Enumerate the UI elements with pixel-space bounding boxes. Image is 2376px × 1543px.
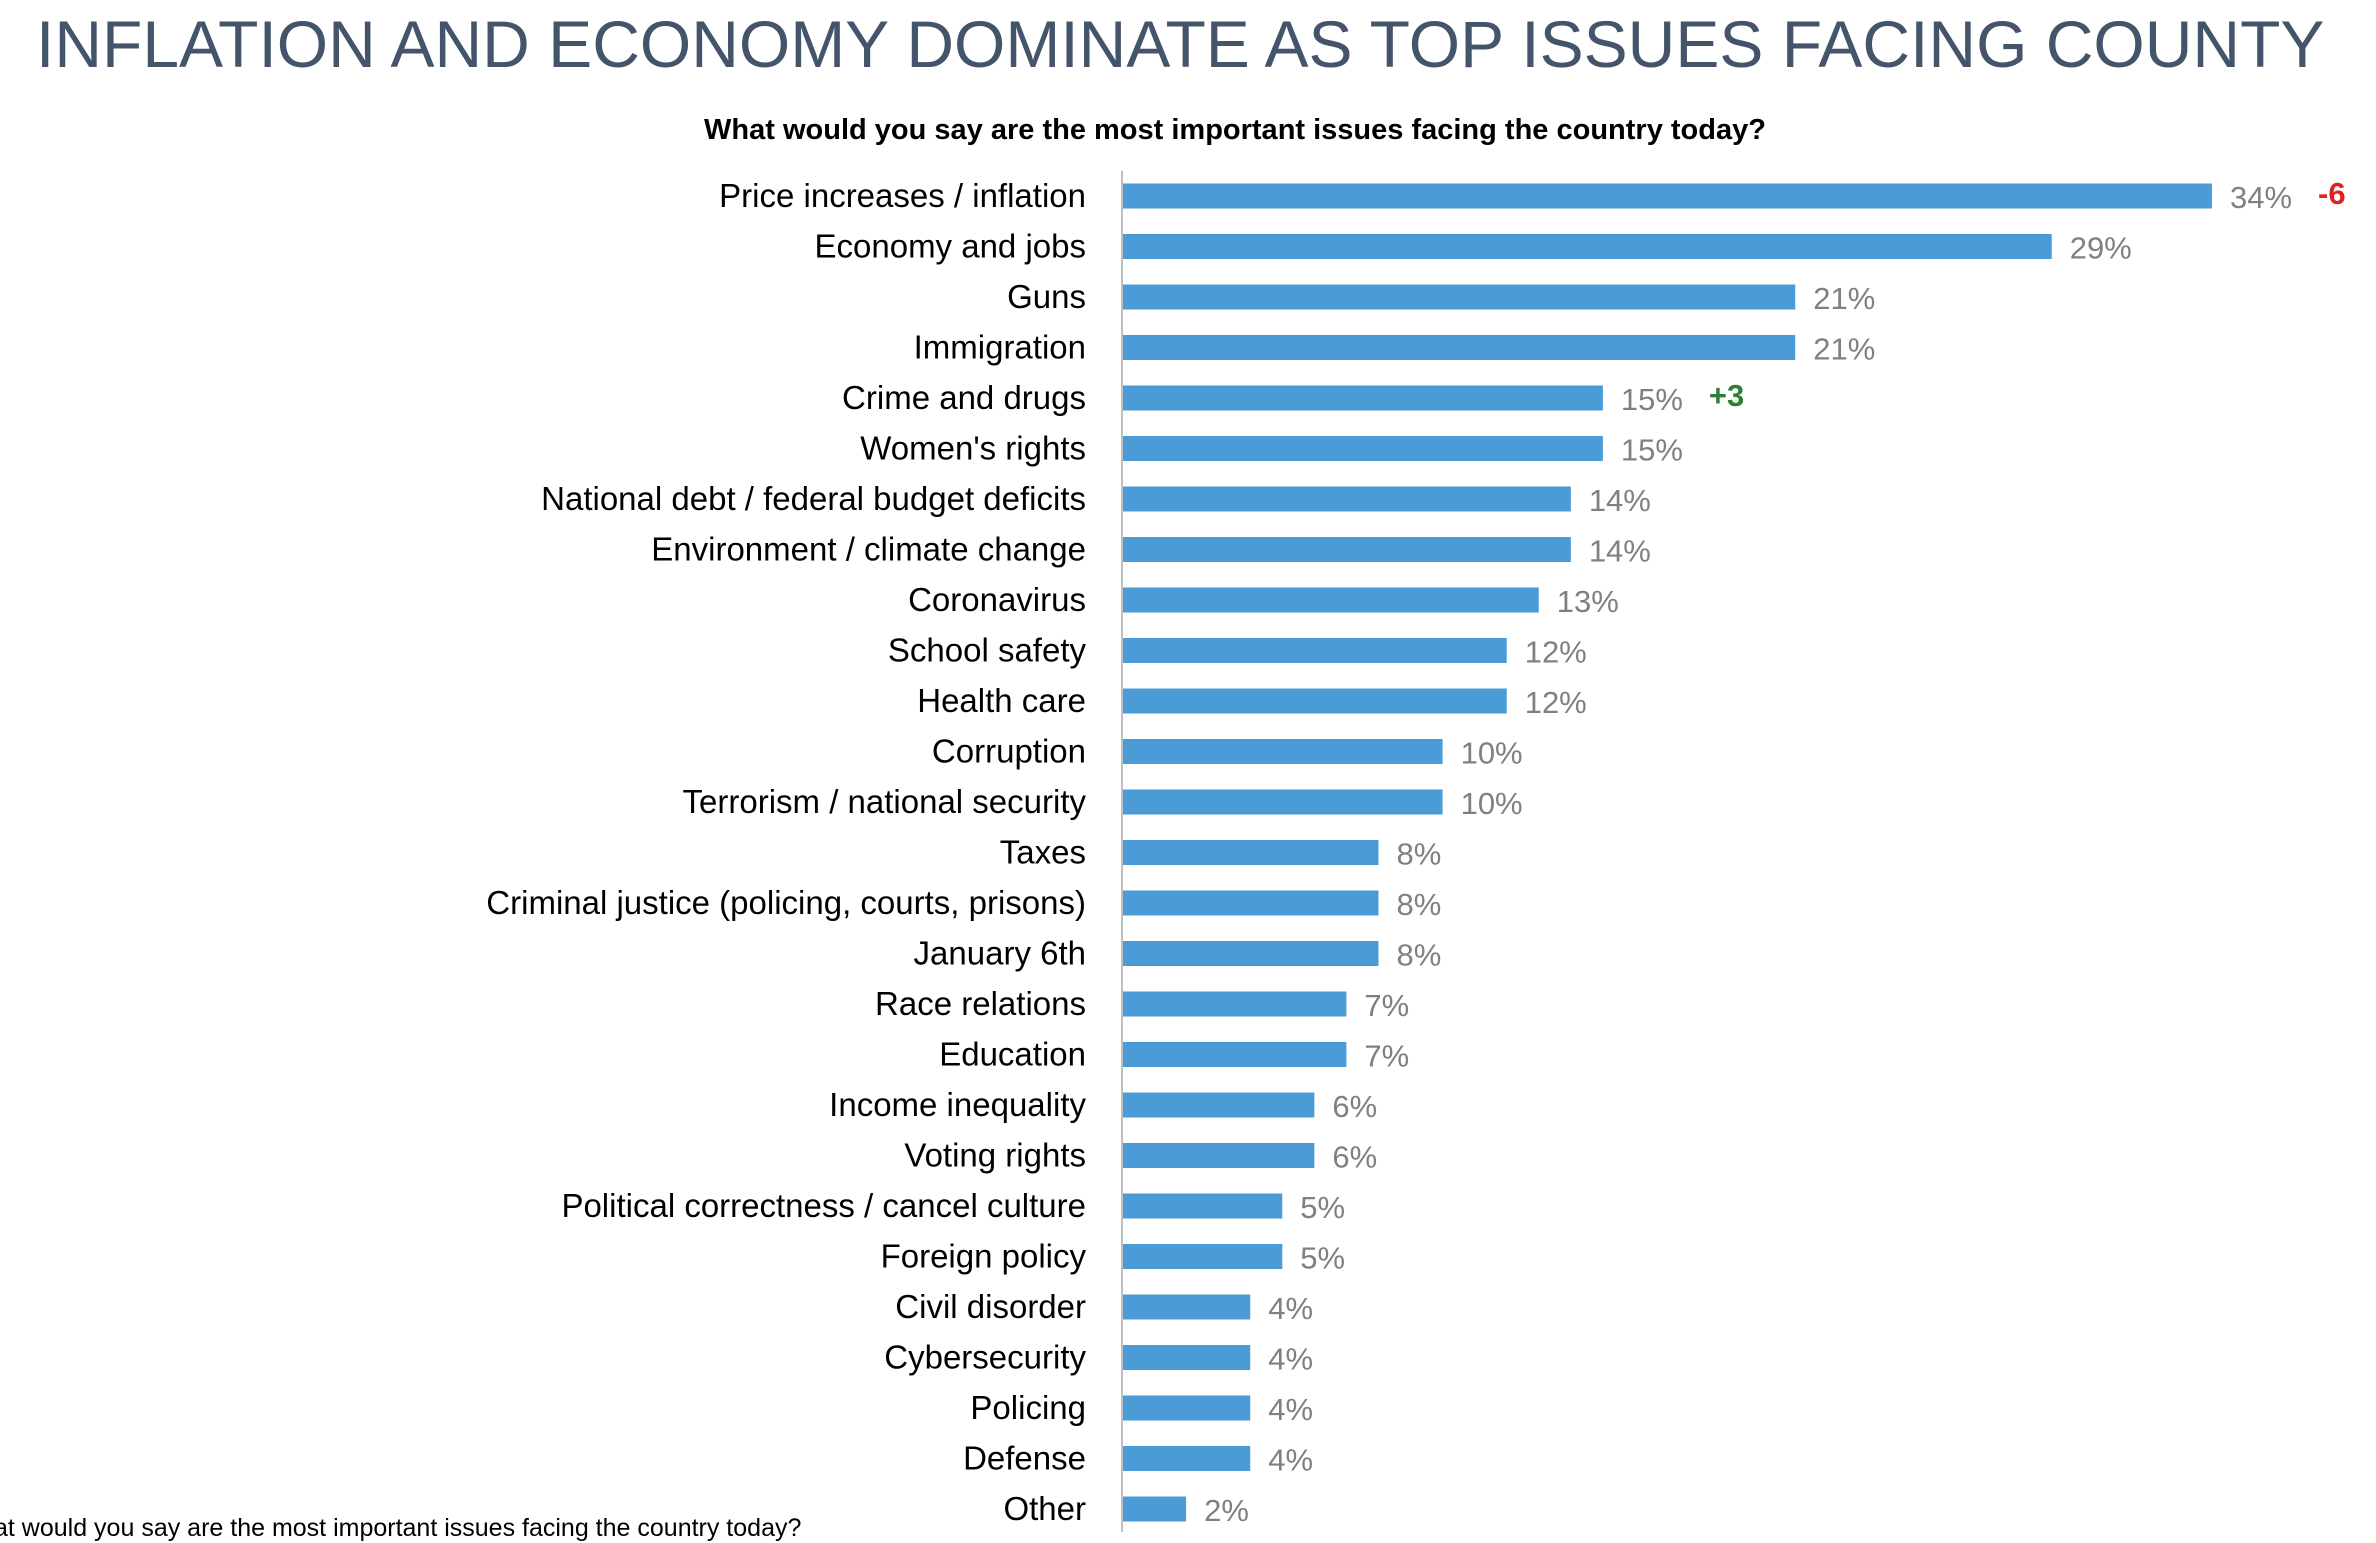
bars-layer: Price increases / inflation 34% -6 Economy …	[486, 176, 2345, 1528]
category-label-income-inequality: Income inequality	[829, 1086, 1086, 1123]
value-label-health-care: 12%	[1525, 685, 1587, 720]
bar-other	[1122, 1496, 1187, 1522]
category-label-environment-climate-change: Environment / climate change	[651, 531, 1086, 568]
category-label-education: Education	[939, 1036, 1086, 1073]
value-label-foreign-policy: 5%	[1300, 1241, 1345, 1276]
bar-policing	[1122, 1395, 1251, 1421]
bar-national-debt-federal-budget-deficits	[1122, 486, 1571, 512]
value-label-terrorism-national-security: 10%	[1461, 786, 1523, 821]
category-label-price-increases-inflation: Price increases / inflation	[719, 177, 1086, 214]
value-label-environment-climate-change: 14%	[1589, 534, 1651, 569]
change-label-crime-and-drugs: +3	[1709, 378, 1744, 413]
value-label-january-6th: 8%	[1396, 938, 1441, 973]
category-label-other: Other	[1003, 1490, 1086, 1527]
bar-women-s-rights	[1122, 436, 1603, 461]
category-label-health-care: Health care	[917, 682, 1086, 719]
value-label-defense: 4%	[1268, 1443, 1313, 1478]
page-title: INFLATION AND ECONOMY DOMINATE AS TOP IS…	[36, 7, 2325, 81]
value-label-civil-disorder: 4%	[1268, 1291, 1313, 1326]
category-label-foreign-policy: Foreign policy	[881, 1238, 1087, 1275]
value-label-national-debt-federal-budget-deficits: 14%	[1589, 483, 1651, 518]
category-label-immigration: Immigration	[914, 329, 1086, 366]
bar-cybersecurity	[1122, 1345, 1251, 1370]
value-label-price-increases-inflation: 34%	[2230, 180, 2292, 215]
bar-race-relations	[1122, 991, 1347, 1017]
bar-education	[1122, 1042, 1347, 1067]
value-label-voting-rights: 6%	[1332, 1140, 1377, 1175]
category-label-january-6th: January 6th	[914, 935, 1086, 972]
bar-immigration	[1122, 335, 1796, 360]
bar-health-care	[1122, 688, 1507, 714]
value-label-women-s-rights: 15%	[1621, 433, 1683, 468]
value-label-other: 2%	[1204, 1493, 1249, 1528]
bar-taxes	[1122, 840, 1379, 865]
category-label-civil-disorder: Civil disorder	[895, 1288, 1086, 1325]
value-label-taxes: 8%	[1396, 837, 1441, 872]
chart-title: What would you say are the most importan…	[704, 114, 1766, 146]
value-label-income-inequality: 6%	[1332, 1089, 1377, 1124]
bar-political-correctness-cancel-culture	[1122, 1193, 1283, 1219]
value-label-policing: 4%	[1268, 1392, 1313, 1427]
category-label-economy-and-jobs: Economy and jobs	[815, 228, 1087, 265]
value-label-coronavirus: 13%	[1557, 584, 1619, 619]
category-label-defense: Defense	[963, 1440, 1086, 1477]
value-label-school-safety: 12%	[1525, 635, 1587, 670]
value-label-political-correctness-cancel-culture: 5%	[1300, 1190, 1345, 1225]
bar-coronavirus	[1122, 587, 1539, 613]
bar-guns	[1122, 284, 1796, 310]
category-label-criminal-justice-policing-courts-prisons: Criminal justice (policing, courts, pris…	[486, 884, 1086, 921]
category-label-voting-rights: Voting rights	[904, 1137, 1086, 1174]
category-label-policing: Policing	[970, 1389, 1086, 1426]
value-label-economy-and-jobs: 29%	[2070, 231, 2132, 266]
value-label-immigration: 21%	[1813, 332, 1875, 367]
value-label-education: 7%	[1364, 1039, 1409, 1074]
category-label-terrorism-national-security: Terrorism / national security	[683, 783, 1087, 820]
bar-environment-climate-change	[1122, 537, 1571, 562]
bar-corruption	[1122, 739, 1443, 764]
value-label-guns: 21%	[1813, 281, 1875, 316]
category-label-guns: Guns	[1007, 278, 1086, 315]
category-label-coronavirus: Coronavirus	[908, 581, 1086, 618]
category-label-school-safety: School safety	[888, 632, 1087, 669]
value-label-corruption: 10%	[1461, 736, 1523, 771]
value-label-crime-and-drugs: 15%	[1621, 382, 1683, 417]
bar-crime-and-drugs	[1122, 385, 1603, 411]
bar-school-safety	[1122, 638, 1507, 663]
category-label-taxes: Taxes	[1000, 834, 1086, 871]
category-label-race-relations: Race relations	[875, 985, 1086, 1022]
category-label-political-correctness-cancel-culture: Political correctness / cancel culture	[561, 1187, 1086, 1224]
category-label-corruption: Corruption	[932, 733, 1086, 770]
bar-civil-disorder	[1122, 1294, 1251, 1320]
category-label-national-debt-federal-budget-deficits: National debt / federal budget deficits	[541, 480, 1086, 517]
bar-price-increases-inflation	[1122, 183, 2212, 209]
category-label-women-s-rights: Women's rights	[860, 430, 1086, 467]
bar-voting-rights	[1122, 1143, 1315, 1168]
value-label-cybersecurity: 4%	[1268, 1342, 1313, 1377]
value-label-criminal-justice-policing-courts-prisons: 8%	[1396, 887, 1441, 922]
category-label-cybersecurity: Cybersecurity	[884, 1339, 1086, 1376]
bar-january-6th	[1122, 941, 1379, 966]
category-label-crime-and-drugs: Crime and drugs	[842, 379, 1086, 416]
bar-economy-and-jobs	[1122, 234, 2052, 259]
footnote: at would you say are the most important …	[0, 1514, 802, 1542]
bar-criminal-justice-policing-courts-prisons	[1122, 890, 1379, 916]
value-label-race-relations: 7%	[1364, 988, 1409, 1023]
bar-income-inequality	[1122, 1092, 1315, 1118]
bar-defense	[1122, 1446, 1251, 1471]
bar-terrorism-national-security	[1122, 789, 1443, 815]
bar-foreign-policy	[1122, 1244, 1283, 1269]
change-label-price-increases-inflation: -6	[2318, 176, 2346, 211]
